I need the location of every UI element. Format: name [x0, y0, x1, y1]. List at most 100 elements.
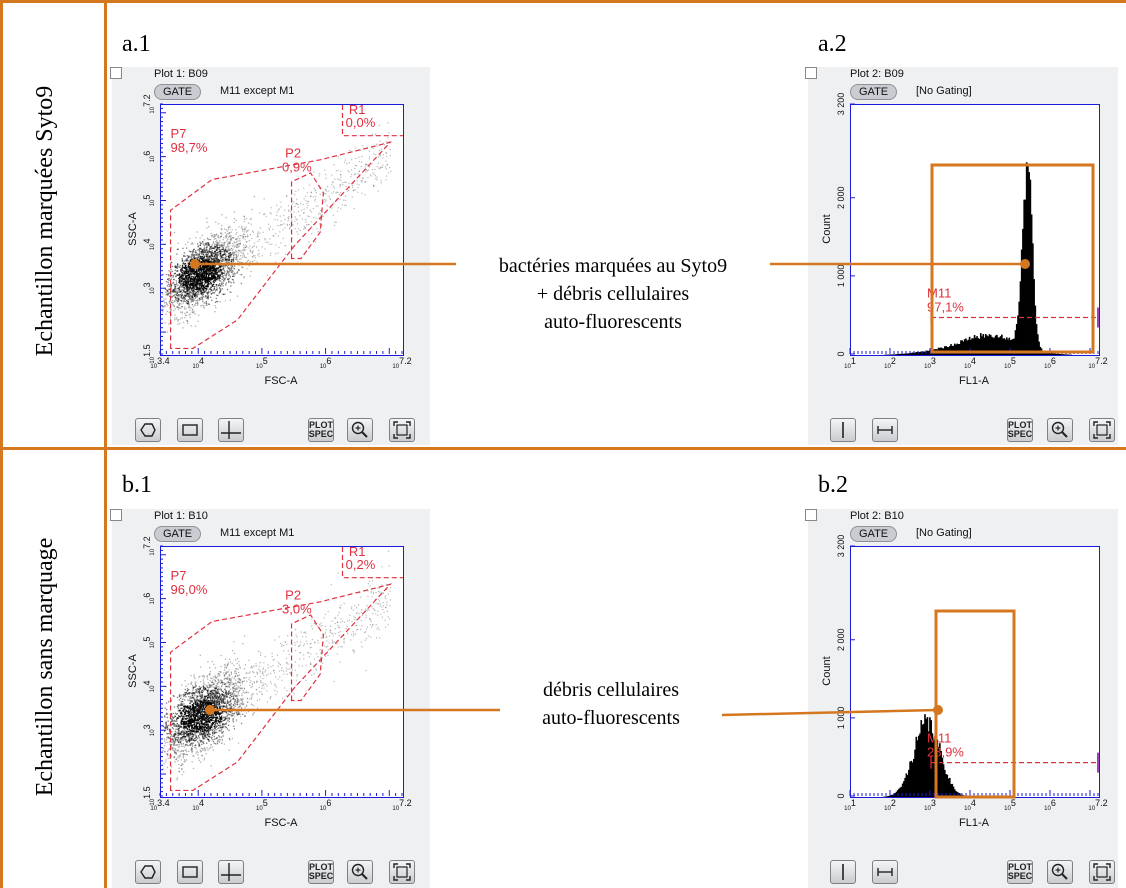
event-dot: [194, 282, 196, 284]
event-dot: [199, 715, 201, 718]
event-dot: [212, 740, 215, 743]
gate-button[interactable]: GATE: [154, 526, 202, 542]
rectangle-gate-button[interactable]: [177, 418, 203, 442]
event-dot: [228, 249, 230, 251]
event-dot: [191, 701, 194, 703]
event-dot: [374, 175, 376, 177]
event-dot: [184, 300, 186, 303]
event-dot: [205, 265, 208, 267]
event-dot: [245, 257, 247, 259]
event-dot: [208, 733, 210, 735]
event-dot: [249, 249, 252, 251]
plot-spec-button[interactable]: PLOT SPEC: [1007, 418, 1033, 442]
event-dot: [234, 672, 236, 674]
range-icon: [877, 426, 893, 434]
event-dot: [192, 278, 194, 280]
event-dot: [181, 283, 183, 285]
event-dot: [227, 267, 229, 269]
event-dot: [185, 271, 188, 274]
event-dot: [198, 717, 201, 719]
event-dot: [252, 670, 254, 673]
plot-spec-label-2: SPEC: [1007, 429, 1033, 439]
event-dot: [202, 300, 204, 302]
event-dot: [226, 676, 229, 679]
event-dot: [192, 287, 194, 289]
event-dot: [201, 249, 203, 251]
y-axis-label: SSC-A: [127, 212, 139, 246]
event-dot: [361, 181, 363, 183]
event-dot: [225, 235, 227, 237]
fit-to-window-button[interactable]: [389, 418, 415, 442]
event-dot: [215, 237, 217, 240]
event-dot: [222, 259, 225, 261]
event-dot: [386, 175, 388, 177]
event-dot: [221, 268, 223, 271]
event-dot: [199, 244, 201, 246]
gate-button[interactable]: GATE: [154, 84, 202, 100]
event-dot: [182, 753, 184, 755]
event-dot: [192, 254, 194, 256]
panel-a1-select-checkbox[interactable]: [110, 67, 122, 79]
zoom-in-icon: [351, 421, 368, 438]
event-dot: [204, 276, 206, 279]
event-dot: [217, 704, 220, 706]
panel-a2-select-checkbox[interactable]: [805, 67, 817, 79]
event-dot: [258, 252, 260, 255]
event-dot: [207, 689, 209, 691]
event-dot: [208, 701, 210, 704]
event-dot: [225, 216, 227, 219]
event-dot: [225, 247, 227, 249]
zoom-button[interactable]: [347, 418, 373, 442]
vertical-marker-button[interactable]: [830, 418, 856, 442]
event-dot: [179, 709, 181, 712]
event-dot: [210, 235, 213, 237]
event-dot: [184, 296, 187, 298]
event-dot: [221, 682, 223, 684]
event-dot: [303, 187, 305, 189]
event-dot: [220, 257, 222, 260]
event-dot: [206, 721, 208, 723]
event-dot: [197, 249, 199, 251]
event-dot: [194, 285, 196, 287]
event-dot: [199, 712, 201, 714]
zoom-button[interactable]: [1047, 418, 1073, 442]
quadrant-gate-button[interactable]: [218, 418, 244, 442]
event-dot: [298, 210, 300, 213]
event-dot: [202, 249, 204, 251]
gate-button[interactable]: GATE: [850, 84, 898, 100]
event-dot: [209, 729, 211, 732]
event-dot: [218, 264, 221, 267]
polygon-gate-button[interactable]: [135, 418, 161, 442]
event-dot: [180, 277, 182, 279]
event-dot: [188, 280, 191, 282]
event-dot: [237, 243, 239, 245]
event-dot: [237, 699, 239, 701]
event-dot: [213, 678, 215, 680]
event-dot: [218, 712, 220, 714]
event-dot: [227, 241, 229, 243]
event-dot: [228, 232, 230, 234]
event-dot: [235, 668, 237, 670]
event-dot: [226, 251, 228, 253]
event-dot: [204, 259, 207, 261]
event-dot: [185, 282, 187, 284]
event-dot: [247, 229, 249, 232]
event-dot: [219, 688, 221, 690]
panel-b1-select-checkbox[interactable]: [110, 509, 122, 521]
event-dot: [232, 281, 234, 283]
event-dot: [217, 241, 219, 244]
fit-to-window-button[interactable]: [1089, 418, 1115, 442]
event-dot: [222, 267, 224, 269]
event-dot: [208, 684, 211, 686]
event-dot: [179, 726, 181, 729]
event-dot: [211, 258, 213, 261]
event-dot: [236, 662, 238, 665]
event-dot: [354, 189, 356, 191]
event-dot: [217, 294, 219, 297]
event-dot: [200, 284, 203, 287]
event-dot: [227, 232, 229, 234]
event-dot: [193, 269, 196, 271]
range-marker-button[interactable]: [872, 418, 898, 442]
event-dot: [205, 731, 208, 733]
plot-spec-button[interactable]: PLOT SPEC: [308, 418, 334, 442]
